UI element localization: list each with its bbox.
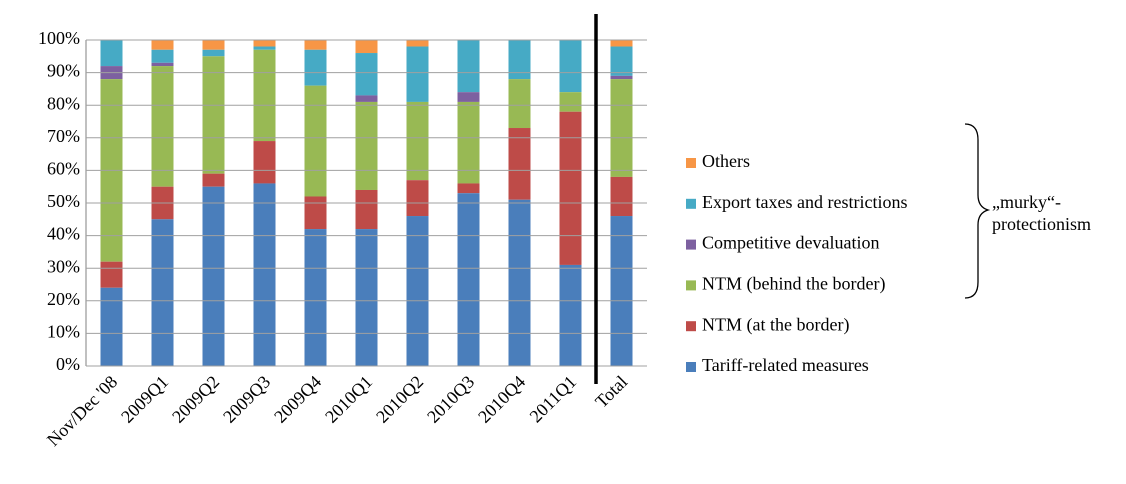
bar-segment xyxy=(406,40,429,47)
legend-swatch xyxy=(686,362,696,372)
bar-segment xyxy=(559,264,582,366)
x-tick-label: 2010Q1 xyxy=(321,372,376,427)
bar-segment xyxy=(355,229,378,366)
legend-swatch xyxy=(686,280,696,291)
x-tick-label: Nov/Dec '08 xyxy=(43,372,121,450)
bar-segment xyxy=(457,101,480,184)
bar-segment xyxy=(610,75,633,80)
legend-label: NTM (behind the border) xyxy=(702,274,885,295)
bar-segment xyxy=(151,219,174,366)
bar-segment xyxy=(508,79,531,129)
bar-segment xyxy=(304,49,327,86)
bar-segment xyxy=(406,101,429,181)
y-tick-label: 100% xyxy=(38,28,80,48)
legend-label: Competitive devaluation xyxy=(702,233,879,253)
x-tick-label: 2009Q4 xyxy=(270,372,325,427)
y-tick-label: 10% xyxy=(47,322,80,342)
legend-swatch xyxy=(686,198,696,209)
x-tick-label: 2010Q3 xyxy=(423,372,478,427)
bar-segment xyxy=(202,56,225,174)
y-tick-label: 50% xyxy=(47,191,80,211)
bar-segment xyxy=(151,66,174,187)
bar-segment xyxy=(355,95,378,102)
y-tick-label: 80% xyxy=(47,93,80,113)
bar-segment xyxy=(100,287,123,366)
brace xyxy=(964,123,991,299)
bar-segment xyxy=(100,261,123,288)
x-tick-label: 2010Q2 xyxy=(372,372,427,427)
y-tick-label: 0% xyxy=(56,354,80,374)
x-tick-label: 2009Q2 xyxy=(168,372,223,427)
bar-segment xyxy=(151,62,174,67)
x-tick-label: 2009Q3 xyxy=(219,372,274,427)
bar-segment xyxy=(355,101,378,190)
bar-segment xyxy=(508,128,531,200)
x-tick-label: 2009Q1 xyxy=(117,372,172,427)
bar-segment xyxy=(100,40,123,67)
legend-swatch xyxy=(686,158,696,168)
x-tick-label: 2011Q1 xyxy=(526,372,581,427)
x-tick-label: 2010Q4 xyxy=(474,372,529,427)
y-tick-label: 60% xyxy=(47,159,80,179)
bar-segment xyxy=(355,53,378,96)
legend-label: Others xyxy=(702,151,750,171)
bar-segment xyxy=(304,40,327,50)
bar-segment xyxy=(610,216,633,366)
y-tick-label: 70% xyxy=(47,126,80,146)
bar-segment xyxy=(253,49,276,142)
bar-segment xyxy=(202,173,225,187)
legend-swatch xyxy=(686,321,696,332)
bar-segment xyxy=(304,229,327,366)
bar-segment xyxy=(253,40,276,47)
bar-segment xyxy=(457,40,480,93)
bar-segment xyxy=(610,79,633,177)
bar-segment xyxy=(355,40,378,54)
annotation: protectionism xyxy=(992,214,1091,234)
y-tick-label: 90% xyxy=(47,61,80,81)
bar-segment xyxy=(304,85,327,197)
bar-segment xyxy=(610,46,633,76)
bar-segment xyxy=(151,49,174,63)
legend-label: NTM (at the border) xyxy=(702,314,849,335)
legend-label: Tariff-related measures xyxy=(702,355,869,375)
bar-segment xyxy=(457,193,480,366)
bar-segment xyxy=(253,141,276,184)
bar-segment xyxy=(253,183,276,366)
bar-segment xyxy=(508,199,531,366)
legend-label: Export taxes and restrictions xyxy=(702,192,907,212)
bar-segment xyxy=(406,180,429,217)
bar-segment xyxy=(202,186,225,366)
bar-segment xyxy=(406,46,429,102)
y-tick-label: 20% xyxy=(47,289,80,309)
y-tick-label: 40% xyxy=(47,224,80,244)
bar-segment xyxy=(202,40,225,50)
legend-swatch xyxy=(686,239,696,250)
bar-segment xyxy=(151,40,174,50)
y-tick-label: 30% xyxy=(47,256,80,276)
annotation: „murky“- xyxy=(992,192,1061,212)
bar-segment xyxy=(406,216,429,366)
bar-segment xyxy=(304,196,327,230)
bar-segment xyxy=(610,176,633,217)
bar-segment xyxy=(253,46,276,50)
bar-segment xyxy=(559,40,582,93)
bar-segment xyxy=(355,189,378,230)
bar-segment xyxy=(508,40,531,80)
bar-segment xyxy=(610,40,633,47)
bar-segment xyxy=(559,92,582,112)
bar-segment xyxy=(202,49,225,57)
bar-segment xyxy=(457,183,480,194)
bar-segment xyxy=(457,92,480,102)
bar-segment xyxy=(559,111,582,265)
